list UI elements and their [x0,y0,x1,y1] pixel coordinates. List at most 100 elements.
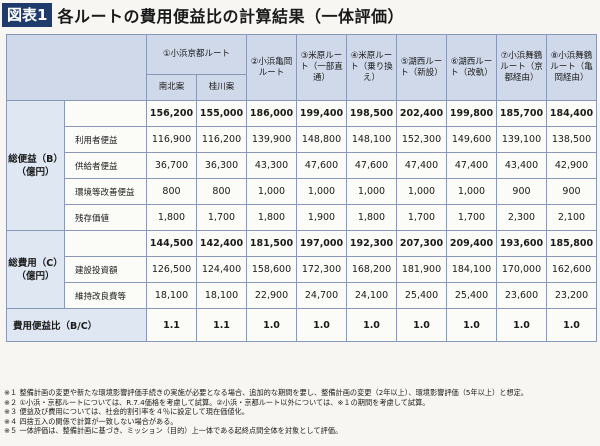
table-cell: 25,400 [396,282,447,309]
ratio-label: 費用便益比（B/C） [6,308,147,342]
table-cell: 1.0 [246,308,297,342]
table-cell: 800 [196,178,247,205]
footnotes: ※１ 整備計画の変更や新たな環境影響評価手続きの実施が必要となる場合、追加的な期… [4,388,598,436]
table-cell: 184,400 [546,100,597,127]
table-cell: 1,000 [396,178,447,205]
column-header: ②小浜亀岡ルート [246,34,297,101]
table-cell: 1.0 [346,308,397,342]
table-cell: 23,600 [496,282,547,309]
table-cell: 181,500 [246,230,297,257]
row-label: 建設投資額 [64,256,147,283]
table-row: 費用便益比（B/C） 1.1 1.1 1.0 1.0 1.0 1.0 1.0 1.0 1.0 [6,308,597,342]
footnote: ※３ 便益及び費用については、社会的割引率を４％に設定して現在価値化。 [4,407,249,417]
table-cell: 126,500 [146,256,197,283]
table-cell: 1,000 [446,178,497,205]
table-cell: 43,300 [246,152,297,179]
table-cell: 139,100 [496,126,547,153]
footnote: ※４ 四捨五入の関係で計算が一致しない場合がある。 [4,416,178,426]
table-cell: 148,800 [296,126,347,153]
row-label: 利用者便益 [64,126,147,153]
table-cell: 1.1 [146,308,197,342]
table-corner [6,34,147,101]
table-cell: 192,300 [346,230,397,257]
table-cell: 197,000 [296,230,347,257]
table-cell: 1.1 [196,308,247,342]
table-cell: 185,800 [546,230,597,257]
table-cell: 36,300 [196,152,247,179]
table-cell: 1,800 [146,204,197,231]
table-row: 供給者便益 36,700 36,300 43,300 47,600 47,600 47,40… [7,152,597,179]
table-cell: 1,700 [446,204,497,231]
table-cell: 184,100 [446,256,497,283]
table-cell: 142,400 [196,230,247,257]
table-cell: 25,400 [446,282,497,309]
table-cell: 202,400 [396,100,447,127]
table-cell: 170,000 [496,256,547,283]
table-cell: 116,200 [196,126,247,153]
column-header: ⑧小浜舞鶴ルート（亀岡経由） [546,34,597,101]
column-header: 南北案 [146,74,197,101]
table-cell: 1,000 [296,178,347,205]
table-cell: 186,000 [246,100,297,127]
table-cell: 900 [496,178,547,205]
table-cell: 158,600 [246,256,297,283]
row-label-blank [64,230,147,257]
table-cell: 36,700 [146,152,197,179]
table-row: 総費用（C）（億円） 144,500 142,400 181,500 197,000 19… [6,230,597,309]
footnote: ※２ ①小浜・京都ルートについては、R.7.4価格を考慮して試算。②小浜・京都ル… [4,397,430,407]
table-cell: 1,800 [246,204,297,231]
footnote: ※１ 整備計画の変更や新たな環境影響評価手続きの実施が必要となる場合、追加的な期… [4,388,528,397]
table-cell: 1.0 [446,308,497,342]
column-header: ⑦小浜舞鶴ルート（京都経由） [496,34,547,101]
table-cell: 193,600 [496,230,547,257]
row-label: 維持改良費等 [64,282,147,309]
table-cell: 47,600 [346,152,397,179]
group-label: 総費用（C）（億円） [6,230,65,309]
column-header: ③米原ルート（一部直通） [296,34,347,101]
table-cell: 1,800 [346,204,397,231]
table-cell: 1,000 [246,178,297,205]
table-cell: 148,100 [346,126,397,153]
group-label: 総便益（B）（億円） [6,100,65,231]
table-cell: 1.0 [546,308,597,342]
table-cell: 18,100 [146,282,197,309]
table-row: 環境等改善便益 800 800 1,000 1,000 1,000 1,000 1,000 90… [7,178,597,205]
benefit-cost-table: ①小浜京都ルート ②小浜亀岡ルート ③米原ルート（一部直通） ④米原ルート（乗り… [6,34,597,342]
table-cell: 144,500 [146,230,197,257]
column-header: ⑥湖西ルート（改軌） [446,34,497,101]
row-label: 環境等改善便益 [64,178,147,205]
table-cell: 149,600 [446,126,497,153]
figure-title: 各ルートの費用便益比の計算結果（一体評価） [57,7,404,26]
table-cell: 124,400 [196,256,247,283]
table-cell: 199,400 [296,100,347,127]
table-row: 維持改良費等 18,100 18,100 22,900 24,700 24,100 25,4… [7,282,597,309]
table-cell: 43,400 [496,152,547,179]
table-cell: 168,200 [346,256,397,283]
column-header: 桂川案 [196,74,247,101]
table-cell: 1,000 [346,178,397,205]
table-cell: 2,100 [546,204,597,231]
table-cell: 47,400 [396,152,447,179]
table-cell: 24,100 [346,282,397,309]
table-cell: 209,400 [446,230,497,257]
row-label: 残存価値 [64,204,147,231]
table-cell: 162,600 [546,256,597,283]
row-label: 供給者便益 [64,152,147,179]
table-cell: 1,900 [296,204,347,231]
route1-group-header: ①小浜京都ルート [146,34,247,75]
table-cell: 2,300 [496,204,547,231]
figure-label: 図表1 [2,3,53,27]
table-cell: 152,300 [396,126,447,153]
column-header: ⑤湖西ルート（新設） [396,34,447,101]
table-cell: 185,700 [496,100,547,127]
table-cell: 181,900 [396,256,447,283]
column-header: ④米原ルート（乗り換え） [346,34,397,101]
table-row: 残存価値 1,800 1,700 1,800 1,900 1,800 1,700 1,700 2… [7,204,597,231]
table-row: 建設投資額 126,500 124,400 158,600 172,300 168,200… [7,256,597,283]
table-cell: 18,100 [196,282,247,309]
table-cell: 155,000 [196,100,247,127]
table-cell: 207,300 [396,230,447,257]
table-cell: 900 [546,178,597,205]
table-row: 総便益（B）（億円） 156,200 155,000 186,000 199,400 19… [6,100,597,231]
table-cell: 23,200 [546,282,597,309]
